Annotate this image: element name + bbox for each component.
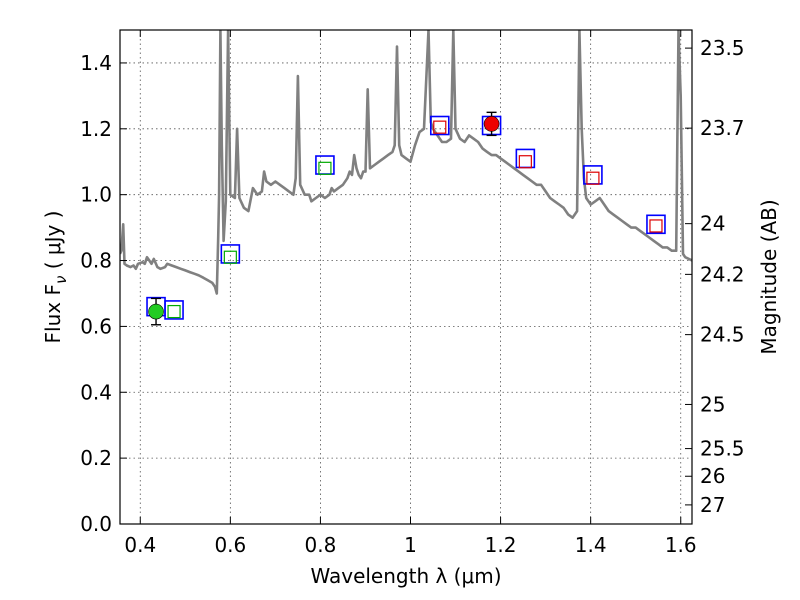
x-tick-label: 1 <box>404 533 417 557</box>
observed-photometry-square <box>167 304 181 319</box>
observed-photometry-square <box>223 250 237 264</box>
observed-photometry-square <box>518 155 532 169</box>
y-axis-label-tail: ( μJy ) <box>41 211 65 276</box>
measured-flux-point <box>483 116 500 132</box>
y-tick-label: 1.0 <box>80 183 112 207</box>
magnitude-tick-label: 23.5 <box>700 36 745 60</box>
x-tick-label: 1.4 <box>575 533 607 557</box>
magnitude-tick-label: 26 <box>700 464 725 488</box>
x-tick-label: 1.2 <box>485 533 517 557</box>
axes-layer: 0.4 0.6 0.8 1 1.2 1.4 1.6 0.0 0.2 0.4 0.6 0.8 1.0 1.2… <box>80 30 745 557</box>
y-tick-label: 0.4 <box>80 380 112 404</box>
magnitude-tick-label: 24.2 <box>700 262 745 286</box>
model-photometry-square <box>429 115 450 136</box>
magnitude-tick-label: 25.5 <box>700 437 745 461</box>
sed-template-line <box>120 30 692 295</box>
x-tick-label: 1.6 <box>665 533 697 557</box>
x-axis-label: Wavelength λ (μm) <box>310 564 501 588</box>
y-tick-label: 0.0 <box>80 512 112 536</box>
measured-flux-point <box>148 303 164 320</box>
model-photometry-square <box>646 214 666 235</box>
observed-photometry-square <box>586 171 600 185</box>
model-photometry-square <box>164 300 184 320</box>
magnitude-tick-label: 25 <box>700 392 725 416</box>
magnitude-tick-label: 24 <box>700 212 725 236</box>
magnitude-tick-label: 27 <box>700 493 725 517</box>
y-tick-label: 0.8 <box>80 249 112 273</box>
observed-photometry-square <box>318 161 332 175</box>
magnitude-tick-label: 24.5 <box>700 323 745 347</box>
observed-photometry-square <box>649 219 663 233</box>
magnitude-tick-label: 23.7 <box>700 116 745 140</box>
gridlines <box>120 30 692 525</box>
x-tick-label: 0.6 <box>214 533 246 557</box>
y-tick-label: 1.2 <box>80 117 112 141</box>
y-tick-label: 0.6 <box>80 314 112 338</box>
magnitude-axis-label: Magnitude (AB) <box>757 199 781 354</box>
plot-frame <box>119 29 693 525</box>
y-axis-label: Flux Fν ( μJy ) <box>41 211 70 344</box>
y-axis-label-main: Flux F <box>41 284 65 343</box>
y-tick-label: 1.4 <box>80 51 112 75</box>
y-axis-label-subscript: ν <box>52 276 70 284</box>
observed-photometry-square <box>433 120 447 134</box>
x-tick-label: 0.4 <box>124 533 156 557</box>
series-layer <box>120 30 692 326</box>
y-tick-label: 0.2 <box>80 446 112 470</box>
x-tick-label: 0.8 <box>305 533 337 557</box>
